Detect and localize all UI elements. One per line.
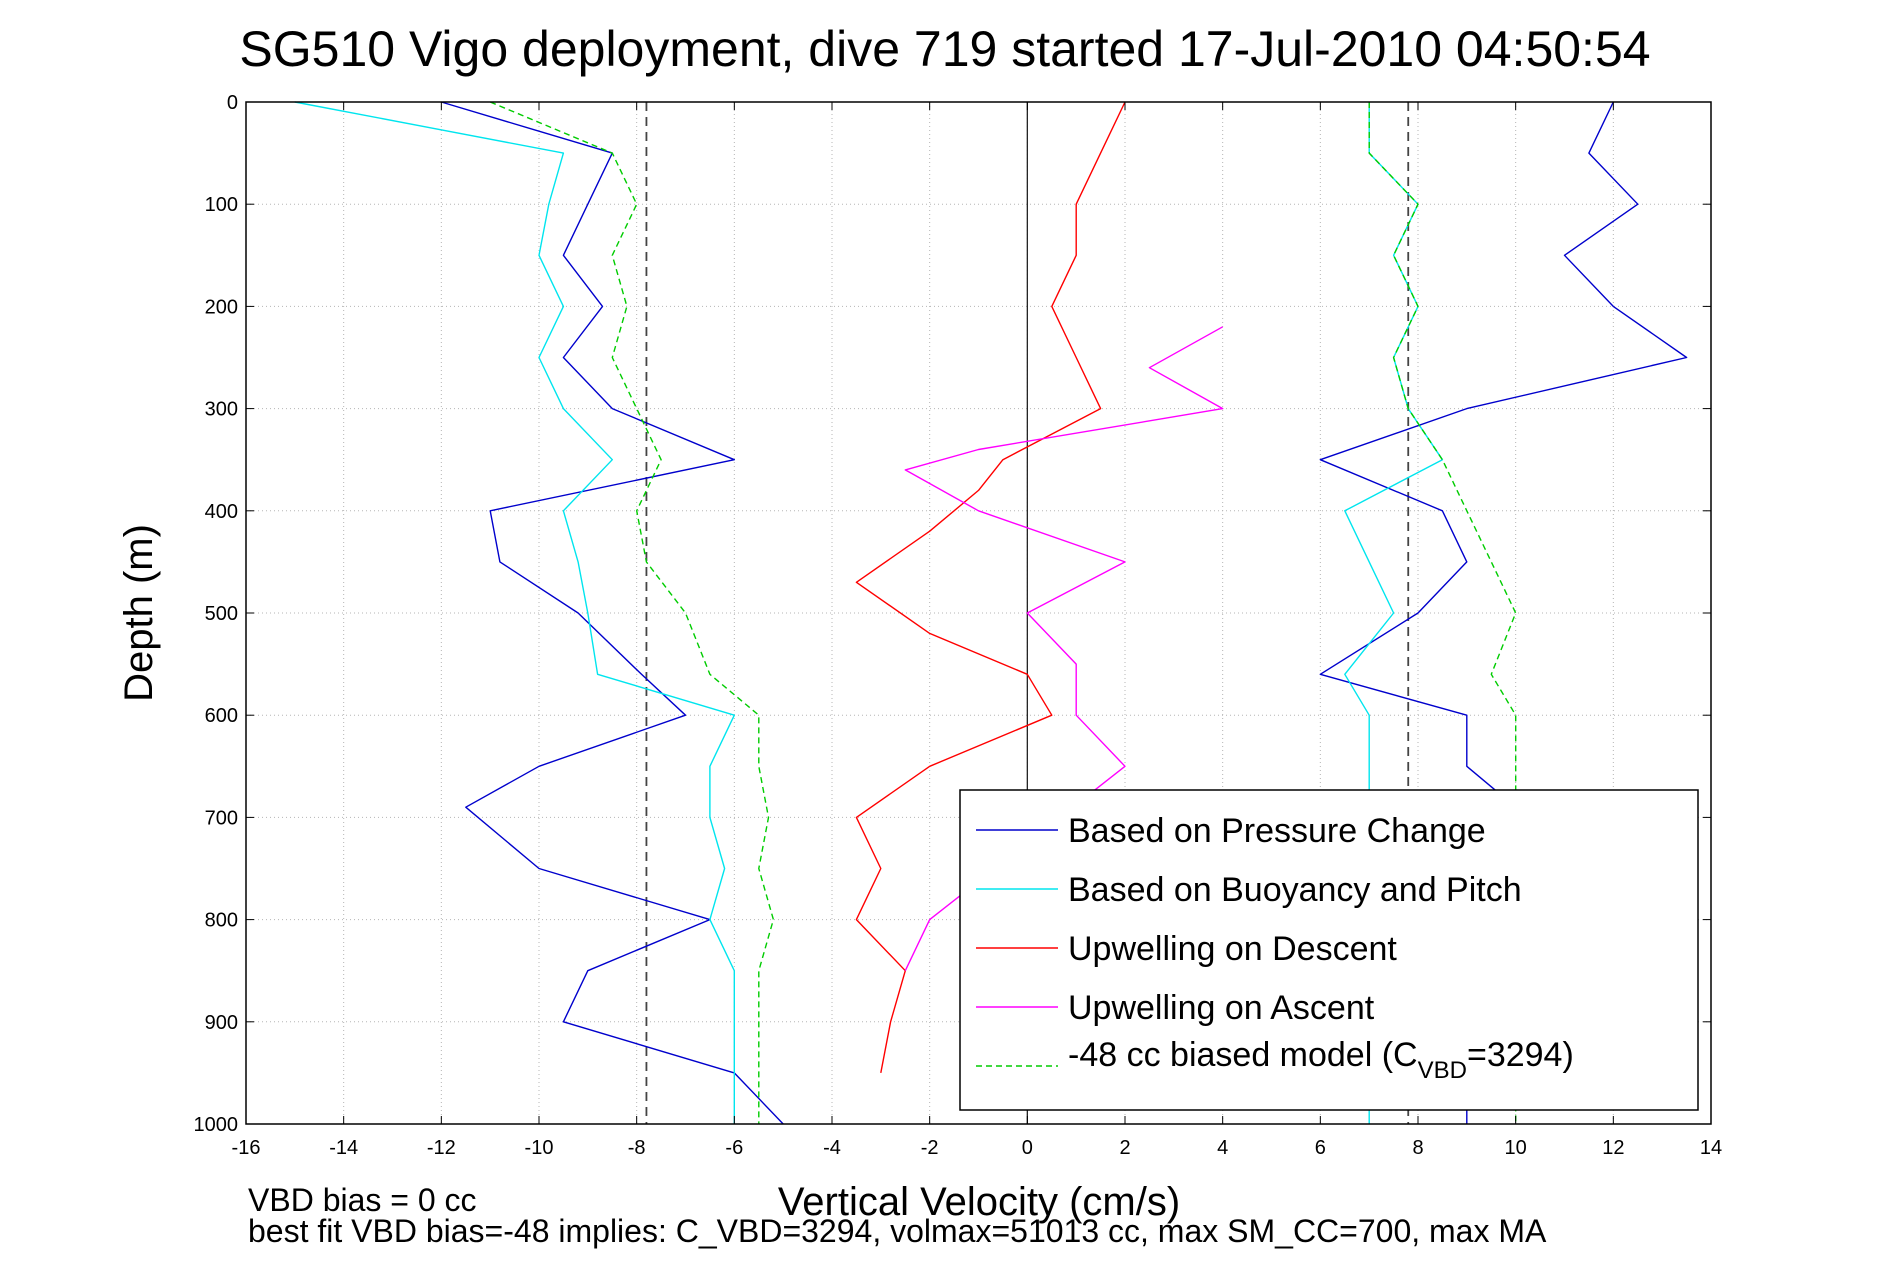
legend-label-model: -48 cc biased model (CVBD=3294): [1068, 1036, 1574, 1084]
x-tick-label: -14: [329, 1137, 358, 1159]
y-tick-label: 100: [205, 194, 238, 216]
x-tick-label: -2: [921, 1137, 939, 1159]
legend: Based on Pressure Change Based on Buoyan…: [959, 789, 1699, 1111]
chart-title: SG510 Vigo deployment, dive 719 started …: [239, 21, 1650, 77]
y-tick-label: 400: [205, 501, 238, 523]
y-tick-label: 1000: [194, 1114, 239, 1136]
x-tick-label: 12: [1602, 1137, 1624, 1159]
y-tick-label: 600: [205, 705, 238, 727]
x-tick-label: -4: [823, 1137, 841, 1159]
legend-label-descent: Upwelling on Descent: [1068, 930, 1397, 968]
series-descent-upwelling: [855, 101, 1126, 1074]
x-tick-label: -8: [628, 1137, 646, 1159]
series-ascent-upwelling: [904, 326, 1224, 972]
y-tick-label: 500: [205, 603, 238, 625]
x-axis-label: Vertical Velocity (cm/s): [778, 1180, 1180, 1224]
x-tick-label: 14: [1700, 1137, 1722, 1159]
series-buoyancy-descent: [294, 101, 735, 1124]
axis-ticks: -16 -14 -12 -10 -8 -6 -4 -2 0 2 4 6 8 10 12 14 0 100 200 30…: [194, 92, 1723, 1159]
x-tick-label: -10: [525, 1137, 554, 1159]
y-tick-label: 0: [227, 92, 238, 114]
x-tick-label: 6: [1315, 1137, 1326, 1159]
y-axis-label: Depth (m): [117, 524, 161, 702]
x-tick-label: 2: [1119, 1137, 1130, 1159]
y-tick-label: 800: [205, 910, 238, 932]
series-pressure-descent: [441, 101, 784, 1125]
y-tick-label: 300: [205, 399, 238, 421]
x-tick-label: 8: [1412, 1137, 1423, 1159]
x-tick-label: -6: [725, 1137, 743, 1159]
y-tick-label: 900: [205, 1012, 238, 1034]
legend-label-ascent: Upwelling on Ascent: [1068, 989, 1375, 1027]
x-tick-label: 0: [1022, 1137, 1033, 1159]
legend-label-buoyancy: Based on Buoyancy and Pitch: [1068, 871, 1522, 909]
y-tick-label: 200: [205, 296, 238, 318]
x-tick-label: -12: [427, 1137, 456, 1159]
x-tick-label: 10: [1505, 1137, 1527, 1159]
footer-vbd-bias: VBD bias = 0 cc: [248, 1182, 477, 1218]
y-tick-label: 700: [205, 807, 238, 829]
series-biased-model-descent: [489, 101, 775, 1124]
legend-box: [959, 789, 1699, 1111]
legend-label-pressure: Based on Pressure Change: [1068, 812, 1486, 850]
x-tick-label: 4: [1217, 1137, 1228, 1159]
footer-best-fit: best fit VBD bias=-48 implies: C_VBD=329…: [248, 1213, 1547, 1249]
x-tick-label: -16: [232, 1137, 261, 1159]
